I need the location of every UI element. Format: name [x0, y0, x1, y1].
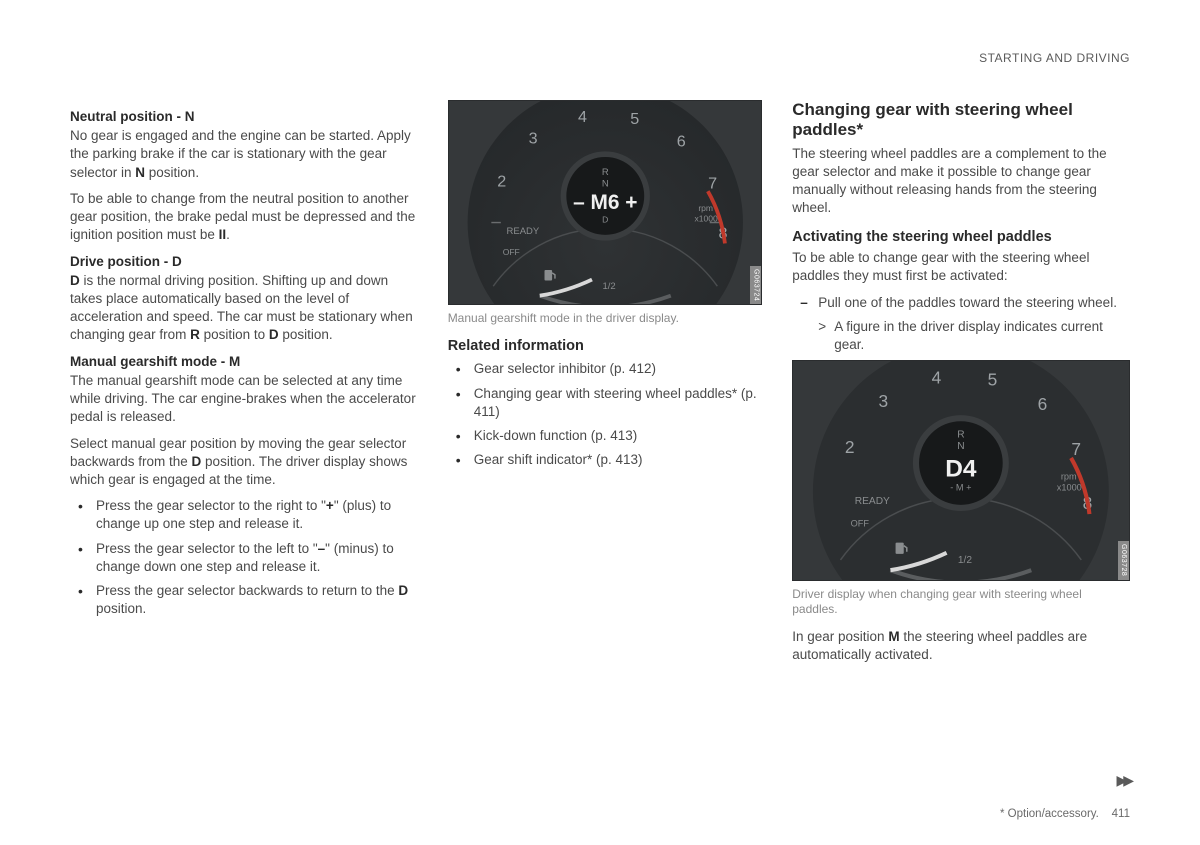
caption-gauge1: Manual gearshift mode in the driver disp… [448, 311, 763, 327]
svg-text:READY: READY [506, 226, 539, 237]
activate-steps: Pull one of the paddles toward the steer… [792, 294, 1130, 312]
sub-item: A figure in the driver display indicates… [792, 318, 1130, 354]
heading-paddles: Changing gear with steering wheel paddle… [792, 100, 1130, 141]
svg-text:x1000: x1000 [1057, 483, 1082, 493]
svg-text:rpm: rpm [1061, 472, 1077, 482]
heading-manual: Manual gearshift mode - M [70, 353, 418, 371]
svg-text:N: N [957, 441, 964, 452]
column-2: 2 3 4 5 6 7 8 READY OFF rpm x1000 [448, 100, 763, 672]
svg-text:2: 2 [845, 437, 855, 457]
svg-text:1/2: 1/2 [958, 555, 972, 566]
svg-text:N: N [602, 178, 609, 189]
heading-related: Related information [448, 337, 763, 357]
para-neutral-1: No gear is engaged and the engine can be… [70, 127, 418, 182]
section-header: STARTING AND DRIVING [979, 50, 1130, 66]
list-item: Press the gear selector to the left to "… [70, 540, 418, 576]
caption-gauge2: Driver display when changing gear with s… [792, 587, 1130, 618]
list-item: Gear shift indicator* (p. 413) [448, 451, 763, 469]
svg-text:6: 6 [1038, 394, 1048, 414]
list-item: Changing gear with steering wheel paddle… [448, 385, 763, 421]
column-3: Changing gear with steering wheel paddle… [792, 100, 1130, 672]
svg-text:3: 3 [528, 130, 537, 148]
gauge-svg: 2 3 4 5 6 7 8 READY OFF rpm x1000 [449, 101, 762, 304]
svg-text:OFF: OFF [502, 247, 519, 257]
svg-text:- M +: - M + [951, 483, 972, 493]
list-item: Pull one of the paddles toward the steer… [792, 294, 1130, 312]
heading-neutral: Neutral position - N [70, 108, 418, 126]
content-columns: Neutral position - N No gear is engaged … [70, 100, 1130, 672]
svg-text:D4: D4 [945, 456, 977, 483]
para-final: In gear position M the steering wheel pa… [792, 628, 1130, 664]
gauge-image-d4: 2 3 4 5 6 7 8 READY OFF rpm x1000 R N D4… [792, 360, 1130, 580]
svg-text:7: 7 [1072, 439, 1082, 459]
heading-activating: Activating the steering wheel paddles [792, 228, 1130, 248]
svg-text:x1000: x1000 [694, 214, 717, 224]
svg-text:7: 7 [708, 174, 717, 192]
gauge-svg: 2 3 4 5 6 7 8 READY OFF rpm x1000 R N D4… [793, 361, 1129, 579]
para-manual-1: The manual gearshift mode can be selecte… [70, 372, 418, 427]
svg-text:1/2: 1/2 [602, 281, 615, 292]
svg-text:R: R [602, 167, 609, 178]
page-number: 411 [1112, 808, 1130, 820]
svg-text:rpm: rpm [698, 203, 713, 213]
svg-text:D: D [602, 215, 608, 225]
list-item: Kick-down function (p. 413) [448, 427, 763, 445]
svg-text:4: 4 [932, 368, 942, 388]
image-id-label: G063728 [1118, 541, 1129, 579]
para-manual-2: Select manual gear position by moving th… [70, 435, 418, 490]
list-item: Gear selector inhibitor (p. 412) [448, 360, 763, 378]
related-list: Gear selector inhibitor (p. 412) Changin… [448, 360, 763, 469]
svg-text:– M6 +: – M6 + [573, 191, 637, 214]
list-item: Press the gear selector to the right to … [70, 497, 418, 533]
svg-text:6: 6 [676, 133, 685, 151]
svg-text:4: 4 [578, 108, 587, 126]
svg-text:READY: READY [855, 496, 890, 507]
svg-text:3: 3 [879, 391, 889, 411]
footnote: * Option/accessory. [1000, 808, 1099, 820]
heading-drive: Drive position - D [70, 253, 418, 271]
para-drive: D is the normal driving position. Shifti… [70, 272, 418, 345]
svg-text:2: 2 [497, 172, 506, 190]
column-1: Neutral position - N No gear is engaged … [70, 100, 418, 672]
list-item: Press the gear selector backwards to ret… [70, 582, 418, 618]
page-footer: * Option/accessory. 411 [1000, 807, 1130, 823]
svg-text:OFF: OFF [851, 519, 870, 529]
svg-text:R: R [957, 430, 964, 441]
manual-bullets: Press the gear selector to the right to … [70, 497, 418, 618]
continue-icon: ▶▶ [1116, 771, 1130, 790]
para-intro: The steering wheel paddles are a complem… [792, 145, 1130, 218]
svg-text:5: 5 [630, 110, 639, 128]
para-activating: To be able to change gear with the steer… [792, 249, 1130, 285]
para-neutral-2: To be able to change from the neutral po… [70, 190, 418, 245]
gauge-image-m6: 2 3 4 5 6 7 8 READY OFF rpm x1000 [448, 100, 763, 305]
image-id-label: G063724 [750, 266, 761, 304]
svg-text:5: 5 [988, 370, 998, 390]
